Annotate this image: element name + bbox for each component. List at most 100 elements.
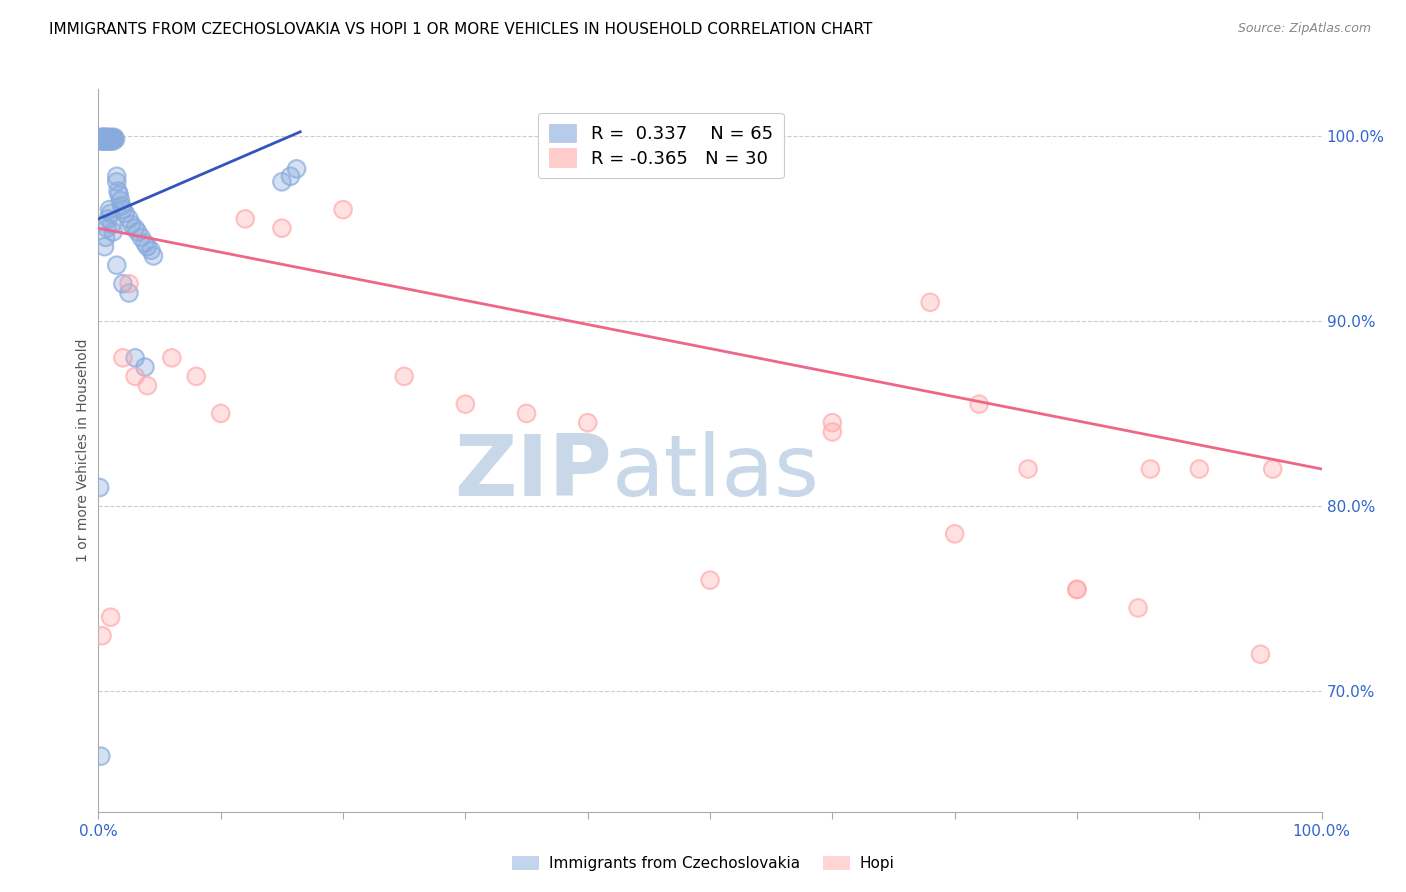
Point: [91, 132, 114, 146]
Point: [91, 629, 114, 643]
Point: [93, 240, 115, 254]
Point: [392, 369, 416, 384]
Point: [699, 573, 721, 587]
Text: atlas: atlas: [612, 431, 820, 514]
Point: [111, 277, 134, 291]
Point: [1017, 462, 1039, 476]
Point: [91, 132, 114, 146]
Point: [96, 132, 118, 146]
Point: [108, 187, 131, 202]
Point: [93, 132, 115, 146]
Point: [93, 130, 115, 145]
Point: [139, 244, 162, 258]
Point: [285, 161, 308, 176]
Point: [136, 240, 159, 254]
Point: [101, 134, 124, 148]
Point: [93, 130, 115, 145]
Point: [111, 351, 134, 365]
Point: [94, 134, 117, 148]
Point: [100, 132, 122, 146]
Point: [943, 526, 966, 541]
Point: [94, 132, 117, 146]
Text: IMMIGRANTS FROM CZECHOSLOVAKIA VS HOPI 1 OR MORE VEHICLES IN HOUSEHOLD CORRELATI: IMMIGRANTS FROM CZECHOSLOVAKIA VS HOPI 1…: [49, 22, 873, 37]
Point: [285, 161, 308, 176]
Point: [101, 132, 124, 146]
Point: [91, 134, 114, 148]
Point: [97, 211, 120, 226]
Point: [93, 240, 115, 254]
Point: [142, 249, 165, 263]
Point: [105, 175, 128, 189]
Point: [96, 130, 118, 145]
Point: [100, 610, 122, 624]
Point: [94, 230, 117, 244]
Point: [100, 134, 122, 148]
Point: [91, 629, 114, 643]
Point: [920, 295, 942, 310]
Point: [101, 225, 124, 239]
Point: [1017, 462, 1039, 476]
Point: [90, 130, 112, 145]
Point: [98, 132, 121, 146]
Point: [101, 218, 124, 232]
Point: [108, 187, 131, 202]
Point: [105, 258, 128, 272]
Point: [209, 406, 232, 420]
Point: [270, 221, 294, 235]
Point: [1261, 462, 1284, 476]
Point: [270, 221, 294, 235]
Point: [96, 221, 118, 235]
Point: [1188, 462, 1211, 476]
Point: [515, 406, 537, 420]
Point: [160, 351, 183, 365]
Point: [943, 526, 966, 541]
Point: [107, 184, 129, 198]
Point: [1261, 462, 1284, 476]
Point: [101, 218, 124, 232]
Point: [91, 130, 114, 145]
Point: [111, 202, 134, 217]
Point: [103, 132, 125, 146]
Point: [98, 202, 121, 217]
Point: [118, 285, 141, 300]
Point: [233, 211, 256, 226]
Point: [97, 132, 120, 146]
Point: [134, 360, 156, 375]
Point: [134, 235, 156, 250]
Point: [97, 211, 120, 226]
Point: [91, 132, 114, 146]
Point: [1066, 582, 1088, 597]
Point: [91, 134, 114, 148]
Point: [114, 206, 136, 220]
Legend: R =  0.337    N = 65, R = -0.365   N = 30: R = 0.337 N = 65, R = -0.365 N = 30: [538, 112, 783, 178]
Point: [1128, 601, 1150, 615]
Legend: Immigrants from Czechoslovakia, Hopi: Immigrants from Czechoslovakia, Hopi: [506, 850, 900, 877]
Point: [699, 573, 721, 587]
Point: [134, 360, 156, 375]
Point: [96, 132, 118, 146]
Point: [98, 130, 121, 145]
Point: [967, 397, 990, 411]
Point: [90, 134, 112, 148]
Point: [89, 132, 111, 146]
Point: [90, 749, 112, 764]
Point: [96, 130, 118, 145]
Point: [118, 211, 141, 226]
Point: [100, 610, 122, 624]
Point: [920, 295, 942, 310]
Point: [94, 130, 117, 145]
Point: [110, 194, 132, 208]
Point: [186, 369, 208, 384]
Point: [90, 130, 112, 145]
Point: [111, 202, 134, 217]
Point: [111, 199, 134, 213]
Point: [90, 134, 112, 148]
Point: [120, 218, 142, 232]
Point: [454, 397, 477, 411]
Point: [91, 130, 114, 145]
Point: [97, 134, 120, 148]
Point: [160, 351, 183, 365]
Point: [332, 202, 354, 217]
Point: [454, 397, 477, 411]
Point: [105, 258, 128, 272]
